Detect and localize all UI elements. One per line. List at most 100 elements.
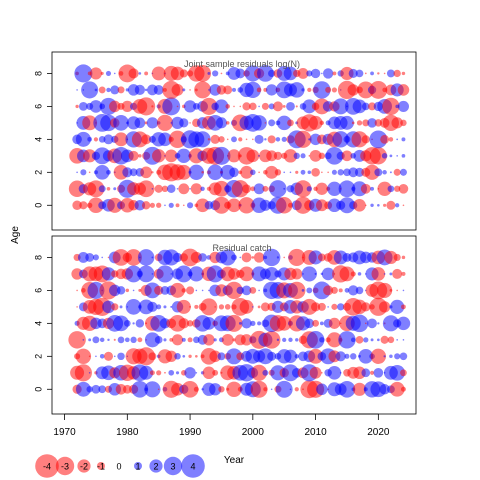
residual-bubble [98, 185, 106, 193]
residual-bubble [106, 169, 111, 175]
residual-bubble [144, 88, 148, 92]
residual-bubble [148, 352, 157, 361]
residual-bubble [387, 336, 395, 344]
residual-bubble [377, 322, 380, 325]
residual-bubble [276, 315, 292, 331]
residual-bubble [101, 256, 104, 259]
residual-bubble [154, 285, 164, 295]
y-tick-label: 0 [33, 203, 43, 208]
residual-bubble [212, 196, 230, 214]
residual-bubble [218, 136, 225, 143]
residual-bubble [226, 381, 242, 397]
residual-bubble [105, 70, 112, 76]
residual-bubble [319, 337, 325, 343]
residual-bubble [396, 316, 411, 331]
residual-bubble [396, 138, 399, 141]
residual-bubble [400, 369, 407, 377]
legend-label: 2 [153, 462, 158, 472]
residual-bubble [286, 101, 295, 111]
x-tick-label: 1990 [179, 427, 202, 438]
residual-bubble [382, 170, 387, 175]
residual-bubble [113, 115, 129, 131]
residual-bubble [289, 171, 292, 174]
residual-bubble [400, 386, 406, 392]
residual-bubble [253, 183, 265, 195]
residual-bubble [123, 320, 131, 327]
residual-bubble [344, 288, 350, 293]
legend-bubble [55, 456, 75, 476]
residual-bubble [176, 148, 191, 163]
residual-bubble [358, 349, 374, 364]
residual-bubble [328, 317, 340, 329]
residual-bubble [288, 281, 306, 300]
residual-bubble [151, 256, 154, 259]
residual-bubble [396, 339, 398, 341]
residual-bubble [338, 288, 343, 293]
residual-bubble [390, 299, 405, 314]
residual-bubble [380, 134, 390, 144]
residual-bubble [351, 131, 368, 148]
residual-bubble [202, 366, 216, 380]
residual-bubble [386, 200, 396, 210]
residual-bubble [220, 72, 223, 75]
residual-bubble [339, 266, 355, 282]
residual-bubble [355, 69, 364, 78]
y-tick-label: 2 [33, 354, 43, 359]
residual-bubble [373, 367, 384, 378]
residual-bubble [396, 155, 398, 157]
residual-bubble [242, 102, 251, 111]
y-tick-label: 6 [33, 104, 43, 109]
residual-bubble [314, 272, 317, 275]
residual-bubble [75, 131, 91, 147]
residual-bubble [87, 136, 93, 142]
residual-bubble [318, 152, 326, 159]
residual-bubble [132, 289, 135, 292]
residual-bubble [194, 81, 212, 99]
residual-bubble [224, 304, 231, 310]
residual-bubble [176, 188, 179, 190]
residual-bubble [240, 165, 253, 179]
residual-bubble [99, 337, 105, 343]
residual-bubble [252, 306, 254, 308]
residual-bubble [183, 100, 197, 113]
residual-bubble [251, 256, 255, 259]
residual-bubble [203, 334, 215, 346]
residual-bubble [399, 168, 407, 176]
residual-bubble [288, 248, 306, 266]
residual-bubble [156, 114, 174, 131]
residual-bubble [239, 105, 242, 108]
residual-bubble [323, 68, 334, 79]
residual-bubble [131, 380, 149, 398]
residual-bubble [227, 198, 241, 213]
residual-bubble [218, 386, 225, 393]
residual-bubble [283, 149, 298, 163]
residual-bubble [306, 70, 313, 77]
residual-bubble [289, 82, 305, 98]
residual-bubble [195, 372, 198, 374]
residual-bubble [241, 318, 252, 329]
residual-bubble [235, 68, 246, 79]
residual-bubble [103, 351, 114, 361]
residual-bubble [172, 252, 183, 263]
residual-bubble [164, 149, 178, 163]
residual-bubble [338, 180, 356, 198]
residual-bubble [201, 289, 204, 292]
residual-bubble [377, 72, 380, 75]
residual-bubble [181, 380, 199, 398]
panel-residual-catch: Residual catch [51, 235, 417, 415]
residual-bubble [294, 180, 312, 198]
residual-bubble [75, 348, 92, 365]
residual-bubble [106, 87, 111, 93]
residual-bubble [308, 348, 324, 364]
residual-bubble [262, 369, 269, 376]
residual-bubble [397, 84, 410, 96]
residual-bubble [94, 164, 110, 180]
residual-bubble [308, 250, 323, 265]
residual-bubble [384, 250, 398, 264]
residual-bubble [80, 169, 87, 176]
residual-bubble [331, 303, 338, 310]
residual-bubble [225, 104, 230, 109]
residual-bubble [168, 202, 174, 208]
residual-bubble [215, 117, 228, 129]
residual-bubble [76, 306, 78, 308]
